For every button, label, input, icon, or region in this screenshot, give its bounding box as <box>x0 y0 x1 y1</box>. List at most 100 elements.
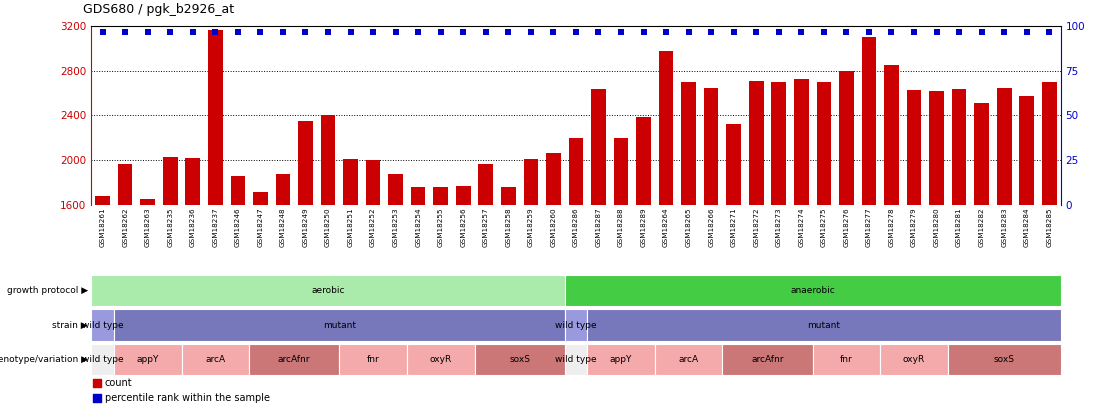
Point <box>387 28 404 35</box>
Point <box>477 28 495 35</box>
Point <box>545 28 563 35</box>
Text: fnr: fnr <box>367 355 380 364</box>
Point <box>94 28 111 35</box>
Bar <box>182 343 250 375</box>
Point <box>838 28 856 35</box>
Text: arcAfnr: arcAfnr <box>751 355 784 364</box>
Bar <box>299 121 313 205</box>
Bar <box>636 117 651 205</box>
Bar <box>565 343 587 375</box>
Point <box>116 28 134 35</box>
Point <box>522 28 540 35</box>
Point <box>815 28 833 35</box>
Bar <box>253 192 267 205</box>
Bar <box>704 87 719 205</box>
Point <box>409 28 427 35</box>
Bar <box>726 124 741 205</box>
Text: mutant: mutant <box>323 320 355 330</box>
Bar <box>91 309 114 341</box>
Bar <box>655 343 723 375</box>
Bar <box>565 309 587 341</box>
Bar <box>114 309 565 341</box>
Point <box>950 28 968 35</box>
Bar <box>456 185 470 205</box>
Text: mutant: mutant <box>808 320 840 330</box>
Point <box>274 28 292 35</box>
Bar <box>997 87 1012 205</box>
Text: arcAfnr: arcAfnr <box>278 355 311 364</box>
Text: strain ▶: strain ▶ <box>52 320 88 330</box>
Point <box>635 28 653 35</box>
Text: percentile rank within the sample: percentile rank within the sample <box>105 393 270 403</box>
Text: appY: appY <box>609 355 633 364</box>
Bar <box>723 343 812 375</box>
Text: aerobic: aerobic <box>311 286 344 295</box>
Bar <box>114 343 182 375</box>
Text: growth protocol ▶: growth protocol ▶ <box>7 286 88 295</box>
Bar <box>565 275 1061 307</box>
Text: soxS: soxS <box>509 355 530 364</box>
Bar <box>614 138 628 205</box>
Point <box>680 28 697 35</box>
Bar <box>880 343 948 375</box>
Bar <box>340 343 407 375</box>
Bar <box>96 196 110 205</box>
Bar <box>839 71 853 205</box>
Bar <box>91 275 565 307</box>
Text: oxyR: oxyR <box>903 355 925 364</box>
Point <box>252 28 270 35</box>
Text: arcA: arcA <box>205 355 225 364</box>
Text: wild type: wild type <box>81 320 124 330</box>
Text: wild type: wild type <box>555 320 597 330</box>
Bar <box>185 158 201 205</box>
Point <box>229 28 247 35</box>
Point <box>612 28 629 35</box>
Bar <box>975 103 989 205</box>
Point <box>432 28 450 35</box>
Point <box>455 28 472 35</box>
Point <box>657 28 675 35</box>
Bar <box>658 51 674 205</box>
Bar <box>208 30 223 205</box>
Text: fnr: fnr <box>840 355 853 364</box>
Point <box>567 28 585 35</box>
Bar <box>231 175 245 205</box>
Point <box>702 28 720 35</box>
Bar <box>907 90 921 205</box>
Bar <box>861 37 877 205</box>
Point <box>860 28 878 35</box>
Point <box>770 28 788 35</box>
Point <box>342 28 360 35</box>
Bar <box>812 343 880 375</box>
Text: wild type: wild type <box>81 355 124 364</box>
Point <box>882 28 900 35</box>
Bar <box>250 343 340 375</box>
Bar <box>433 187 448 205</box>
Point <box>747 28 765 35</box>
Point <box>792 28 810 35</box>
Bar <box>948 343 1061 375</box>
Bar <box>587 343 655 375</box>
Bar <box>163 157 177 205</box>
Text: wild type: wild type <box>555 355 597 364</box>
Point <box>995 28 1013 35</box>
Bar <box>411 187 426 205</box>
Point <box>928 28 946 35</box>
Text: GDS680 / pgk_b2926_at: GDS680 / pgk_b2926_at <box>82 3 234 16</box>
Bar <box>772 82 786 205</box>
Bar <box>91 343 114 375</box>
Point <box>88 394 106 401</box>
Bar <box>794 79 809 205</box>
Point <box>364 28 382 35</box>
Bar <box>546 153 560 205</box>
Point <box>1018 28 1036 35</box>
Point <box>88 380 106 386</box>
Bar <box>140 199 155 205</box>
Bar <box>817 82 831 205</box>
Bar <box>929 91 944 205</box>
Bar <box>524 159 538 205</box>
Bar <box>321 115 335 205</box>
Bar <box>275 175 291 205</box>
Text: oxyR: oxyR <box>430 355 452 364</box>
Bar <box>343 159 358 205</box>
